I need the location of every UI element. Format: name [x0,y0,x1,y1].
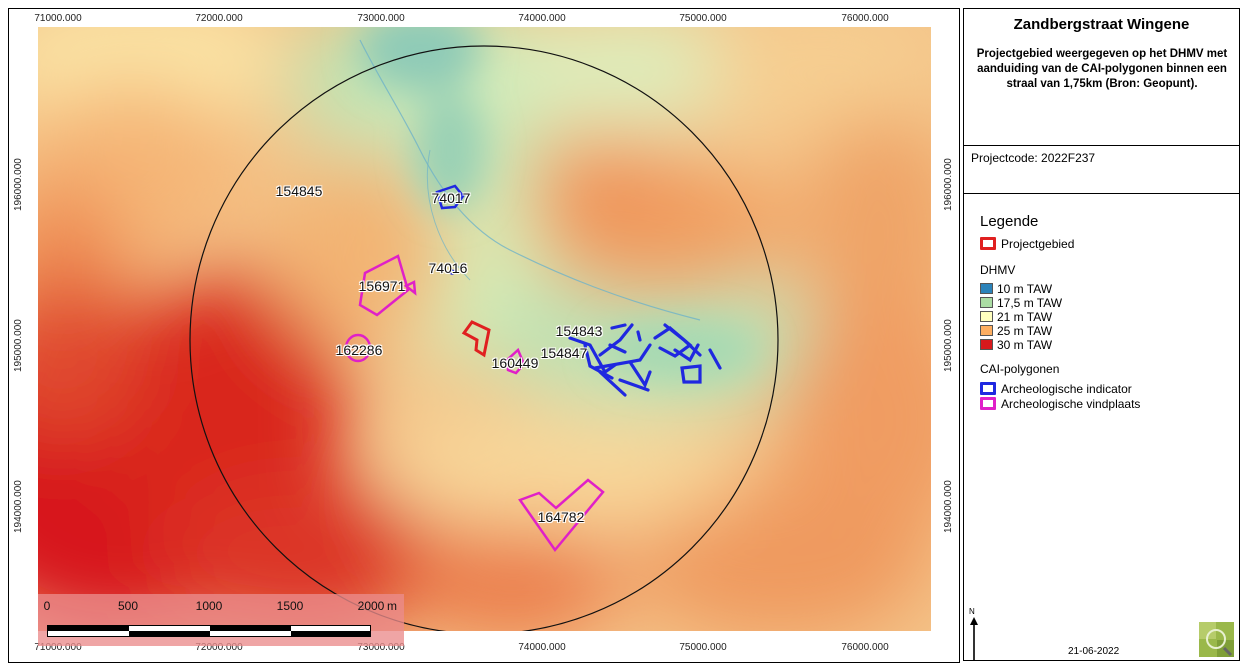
scale-tick-label: 2000 [357,599,385,613]
indicator-polygon [435,184,465,210]
x-tick-label: 71000.000 [34,642,82,653]
scale-tick-label: 500 [117,599,139,613]
color-swatch [980,297,993,308]
legend-panel: Zandbergstraat Wingene Projectgebied wee… [963,8,1240,661]
legend-label: 25 m TAW [997,323,1053,338]
indicator-polygon [449,269,455,275]
x-tick-label: 71000.000 [34,13,82,24]
north-arrow-icon: N [969,607,978,660]
polygon-label: 154845 [275,183,323,199]
north-label: N [969,607,975,616]
elevation-map [38,27,931,631]
legend-label: Archeologische vindplaats [1001,396,1141,411]
y-tick-label: 195000.000 [943,319,954,372]
vindplaats-polygon [358,254,410,317]
vindplaats-polygon [505,347,526,375]
legend-item-indicator: Archeologische indicator [980,381,1132,396]
legend-label: 17,5 m TAW [997,295,1063,310]
color-swatch [980,311,993,322]
scale-tick-label: 1000 [195,599,223,613]
scale-unit: m [387,599,397,613]
scale-tick-label: 0 [43,599,51,613]
x-tick-label: 76000.000 [841,13,889,24]
color-swatch [980,339,993,350]
divider [964,145,1239,146]
polygon-label: 74017 [431,190,471,206]
legend-item-dhmv: 21 m TAW [980,309,1053,324]
vindplaats-swatch [980,397,996,410]
scale-tick-label: 1500 [276,599,304,613]
polygon-label: 160449 [491,355,539,371]
x-tick-label: 74000.000 [518,13,566,24]
legend-item-projectgebied: Projectgebied [980,236,1075,251]
scale-bar [47,625,371,637]
legend-label: Projectgebied [1001,236,1075,251]
y-tick-label: 196000.000 [943,158,954,211]
indicator-swatch [980,382,996,395]
project-code: Projectcode: 2022F237 [971,151,1096,165]
polygon-label: 156971 [358,278,406,294]
vindplaats-polygon [403,280,417,296]
polygon-label: 154843 [555,323,603,339]
legend-item-dhmv: 30 m TAW [980,337,1053,352]
legend-item-dhmv: 25 m TAW [980,323,1053,338]
x-tick-label: 75000.000 [679,13,727,24]
logo-icon [1199,622,1234,657]
y-tick-label: 196000.000 [13,158,24,211]
divider [964,193,1239,194]
x-tick-label: 73000.000 [357,13,405,24]
y-tick-label: 194000.000 [943,480,954,533]
legend-item-vindplaats: Archeologische vindplaats [980,396,1141,411]
panel-title: Zandbergstraat Wingene [1013,16,1190,33]
polygon-label: 162286 [335,342,383,358]
legend-section-dhmv: DHMV [980,263,1016,277]
panel-subtitle: Projectgebied weergegeven op het DHMV me… [976,48,1228,90]
projectgebied-polygon [461,320,491,358]
x-tick-label: 74000.000 [518,642,566,653]
x-tick-label: 72000.000 [195,13,243,24]
polygon-label: 164782 [537,509,585,525]
x-tick-label: 73000.000 [357,642,405,653]
vindplaats-polygon [518,478,605,553]
legend-section-cai: CAI-polygonen [980,362,1060,376]
polygon-label: 154847 [540,345,588,361]
legend-label: Archeologische indicator [1001,381,1132,396]
x-tick-label: 75000.000 [679,642,727,653]
indicator-cluster [568,323,722,397]
legend-label: 30 m TAW [997,337,1053,352]
legend-item-dhmv: 17,5 m TAW [980,295,1063,310]
legend-item-dhmv: 10 m TAW [980,281,1053,296]
color-swatch [980,325,993,336]
polygon-label: 74016 [428,260,468,276]
projectgebied-swatch [980,237,996,250]
x-tick-label: 76000.000 [841,642,889,653]
y-tick-label: 194000.000 [13,480,24,533]
color-swatch [980,283,993,294]
legend-label: 10 m TAW [997,281,1053,296]
x-tick-label: 72000.000 [195,642,243,653]
scalebar-background [38,594,404,646]
legend-title: Legende [980,213,1039,230]
vindplaats-polygon [344,333,372,363]
y-tick-label: 195000.000 [13,319,24,372]
map-date: 21-06-2022 [1068,646,1120,657]
legend-label: 21 m TAW [997,309,1053,324]
